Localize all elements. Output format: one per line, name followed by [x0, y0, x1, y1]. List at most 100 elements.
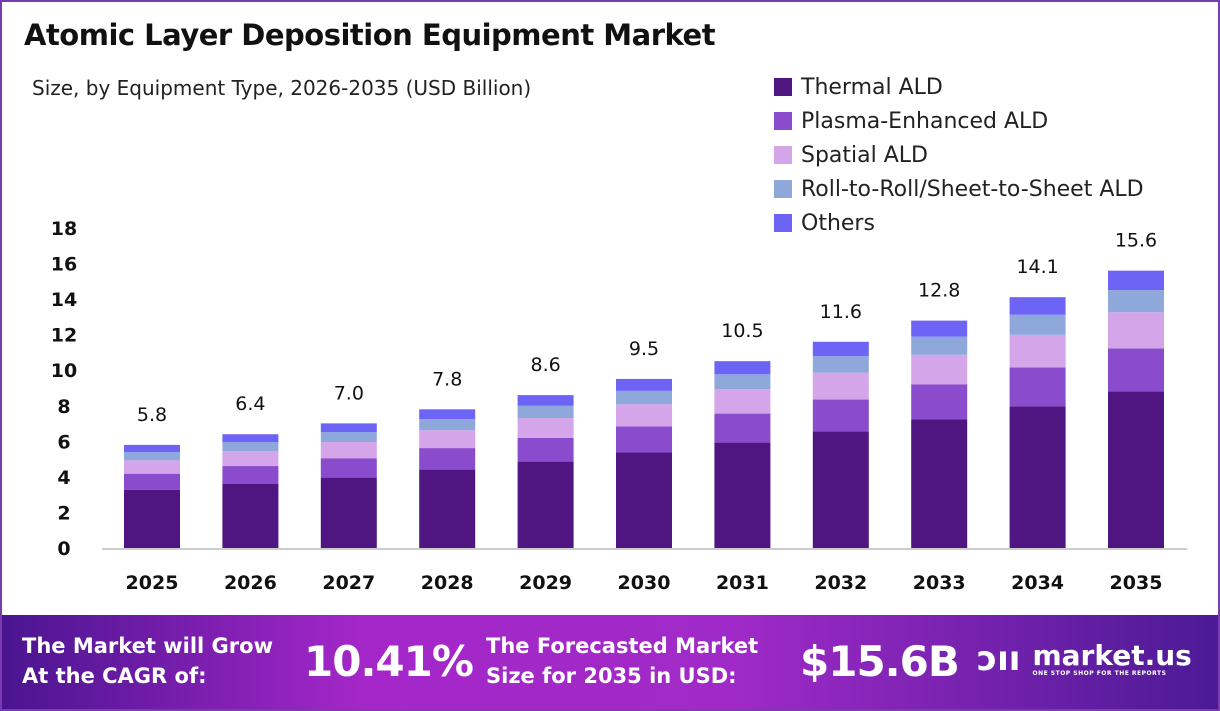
cagr-label-line1: The Market will Grow — [22, 634, 273, 658]
bar-segment-plasma-enhanced-ald — [1108, 348, 1164, 392]
legend-item-thermal: Thermal ALD — [774, 70, 1144, 104]
bar-segment-others — [124, 444, 180, 453]
x-tick-label: 2035 — [1110, 572, 1163, 594]
bar-total-label: 7.8 — [432, 368, 462, 390]
cagr-value: 10.41% — [304, 637, 474, 686]
bar-segment-plasma-enhanced-ald — [320, 458, 377, 478]
bar-segment-others — [1108, 270, 1164, 291]
forecast-label-line2: Size for 2035 in USD: — [486, 664, 737, 688]
bar-segment-roll-to-roll-sheet-to-sheet-ald — [124, 452, 180, 461]
bar-segment-plasma-enhanced-ald — [616, 426, 672, 453]
bar-segment-others — [714, 361, 771, 375]
bar-segment-spatial-ald — [911, 354, 968, 385]
bar-total-label: 10.5 — [721, 320, 763, 342]
bar-segment-plasma-enhanced-ald — [419, 448, 476, 470]
y-tick-label: 8 — [57, 396, 70, 418]
x-tick-label: 2027 — [322, 572, 375, 594]
legend-label: Spatial ALD — [801, 142, 928, 168]
bar-segment-thermal-ald — [616, 452, 672, 548]
brand-name: market.us — [1032, 638, 1192, 672]
bar-segment-thermal-ald — [911, 419, 968, 548]
bar-total-label: 11.6 — [820, 301, 862, 323]
chart-title: Atomic Layer Deposition Equipment Market — [24, 18, 716, 52]
bar-segment-roll-to-roll-sheet-to-sheet-ald — [714, 374, 771, 390]
brand-tagline: ONE STOP SHOP FOR THE REPORTS — [1032, 669, 1167, 677]
x-tick-label: 2030 — [618, 572, 671, 594]
bar-total-label: 6.4 — [235, 393, 265, 415]
bar-segment-thermal-ald — [1108, 391, 1164, 548]
bar-segment-thermal-ald — [1009, 406, 1066, 548]
bar-segment-plasma-enhanced-ald — [812, 399, 869, 432]
bar-segment-roll-to-roll-sheet-to-sheet-ald — [1108, 290, 1164, 313]
brand-logo: ↄıı market.us ONE STOP SHOP FOR THE REPO… — [977, 639, 1192, 679]
cagr-label-line2: At the CAGR of: — [22, 664, 207, 688]
y-tick-label: 16 — [51, 254, 77, 276]
y-tick-label: 2 — [57, 502, 70, 524]
bar-total-label: 5.8 — [137, 404, 167, 426]
bar-segment-spatial-ald — [1009, 334, 1066, 368]
bar-segment-spatial-ald — [812, 372, 869, 400]
bar-segment-others — [812, 341, 869, 357]
legend-label: Others — [801, 210, 875, 236]
bar-segment-roll-to-roll-sheet-to-sheet-ald — [320, 432, 377, 443]
bar-total-label: 15.6 — [1115, 230, 1157, 252]
bar-segment-thermal-ald — [320, 477, 377, 548]
legend-swatch — [774, 180, 792, 198]
x-tick-label: 2034 — [1011, 572, 1064, 594]
brand-logo-icon: ↄıı — [977, 639, 1021, 679]
bar-segment-thermal-ald — [517, 461, 574, 548]
bar-segment-others — [1009, 297, 1066, 315]
bar-segment-others — [517, 395, 574, 406]
bar-segment-spatial-ald — [616, 404, 672, 427]
bar-segment-plasma-enhanced-ald — [911, 384, 968, 420]
bar-segment-others — [320, 423, 377, 433]
legend-swatch — [774, 214, 792, 232]
bar-segment-spatial-ald — [320, 442, 377, 459]
bar-segment-thermal-ald — [419, 469, 476, 548]
y-tick-label: 0 — [57, 538, 70, 560]
bar-segment-spatial-ald — [419, 430, 476, 449]
bar-segment-roll-to-roll-sheet-to-sheet-ald — [911, 336, 968, 355]
chart-subtitle: Size, by Equipment Type, 2026-2035 (USD … — [32, 76, 532, 100]
forecast-value: $15.6B — [800, 637, 960, 686]
x-tick-label: 2033 — [913, 572, 966, 594]
bar-segment-roll-to-roll-sheet-to-sheet-ald — [812, 356, 869, 373]
bar-total-label: 7.0 — [334, 382, 364, 404]
bar-segment-roll-to-roll-sheet-to-sheet-ald — [1009, 314, 1066, 335]
bar-segment-thermal-ald — [222, 483, 279, 548]
y-tick-label: 6 — [57, 431, 70, 453]
cagr-label: The Market will Grow At the CAGR of: — [22, 631, 273, 691]
legend-item-others: Others — [774, 206, 1144, 240]
legend-swatch — [774, 112, 792, 130]
legend-label: Plasma-Enhanced ALD — [801, 108, 1049, 134]
legend-item-plasma: Plasma-Enhanced ALD — [774, 104, 1144, 138]
x-tick-label: 2031 — [716, 572, 769, 594]
legend-label: Thermal ALD — [801, 74, 943, 100]
bar-segment-roll-to-roll-sheet-to-sheet-ald — [616, 390, 672, 405]
bar-segment-others — [616, 378, 672, 391]
y-tick-label: 12 — [51, 325, 77, 347]
y-tick-label: 18 — [51, 218, 77, 240]
bar-segment-roll-to-roll-sheet-to-sheet-ald — [517, 405, 574, 419]
bar-segment-thermal-ald — [812, 431, 869, 548]
stacked-bar-chart: 0 2 4 6 8 10 12 14 16 18 5.8 2025 6.4 2026 7.0 2027 7.8 2… — [51, 218, 1187, 594]
forecast-label-line1: The Forecasted Market — [486, 634, 759, 658]
bar-segment-plasma-enhanced-ald — [222, 466, 279, 484]
legend-swatch — [774, 78, 792, 96]
bar-segment-spatial-ald — [222, 451, 279, 467]
footer-banner: The Market will Grow At the CAGR of: 10.… — [2, 615, 1218, 709]
bar-total-label: 8.6 — [530, 354, 560, 376]
y-tick-label: 10 — [51, 360, 77, 382]
forecast-label: The Forecasted Market Size for 2035 in U… — [486, 631, 758, 691]
bar-segment-plasma-enhanced-ald — [517, 437, 574, 462]
x-tick-label: 2029 — [519, 572, 572, 594]
y-tick-label: 14 — [51, 289, 77, 311]
y-tick-label: 4 — [57, 467, 70, 489]
bar-segment-thermal-ald — [124, 489, 180, 548]
bar-total-label: 12.8 — [918, 280, 960, 302]
bar-segment-roll-to-roll-sheet-to-sheet-ald — [222, 442, 279, 452]
bar-segment-others — [222, 434, 279, 443]
bar-segment-plasma-enhanced-ald — [124, 473, 180, 490]
bar-total-label: 14.1 — [1016, 256, 1058, 278]
x-tick-label: 2028 — [421, 572, 474, 594]
